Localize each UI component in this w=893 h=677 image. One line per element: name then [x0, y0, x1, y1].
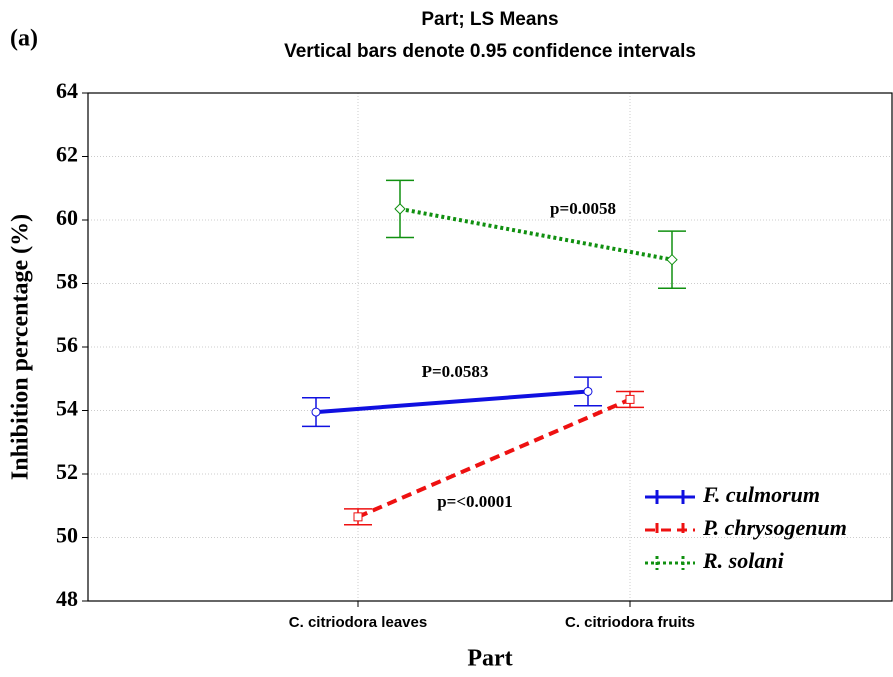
legend-symbol: [645, 556, 695, 570]
annotation: p=0.0058: [550, 199, 616, 218]
annotation: P=0.0583: [422, 362, 489, 381]
y-tick-label: 56: [56, 332, 78, 357]
series-line: [399, 206, 673, 262]
legend-symbol: [645, 523, 695, 537]
series-line: [315, 389, 589, 415]
y-tick-label: 64: [56, 78, 78, 103]
panel-label: (a): [10, 26, 38, 52]
y-tick-label: 50: [56, 523, 78, 548]
chart-subtitle: Vertical bars denote 0.95 confidence int…: [284, 41, 696, 62]
point: [583, 386, 593, 396]
y-axis-label: Inhibition percentage (%): [8, 214, 34, 480]
legend-label: P. chrysogenum: [702, 515, 847, 540]
series-line: [357, 397, 631, 519]
chart-title: Part; LS Means: [421, 9, 558, 30]
legend-label: R. solani: [702, 548, 785, 573]
y-tick-label: 54: [56, 396, 78, 421]
annotation: p=<0.0001: [437, 492, 513, 511]
plot-frame: [87, 92, 893, 602]
y-tick-label: 62: [56, 142, 78, 167]
point: [353, 512, 363, 522]
legend-symbol: [645, 490, 695, 504]
x-tick-label: C. citriodora fruits: [565, 614, 695, 631]
y-tick-label: 52: [56, 459, 78, 484]
y-tick-label: 48: [56, 586, 78, 611]
point: [311, 407, 321, 417]
point: [666, 253, 678, 266]
x-axis-label: Part: [467, 646, 512, 672]
point: [394, 203, 406, 215]
y-tick-label: 60: [56, 205, 78, 230]
y-tick-label: 58: [56, 269, 78, 294]
legend-label: F. culmorum: [702, 482, 820, 507]
x-tick-label: C. citriodora leaves: [289, 614, 427, 631]
point: [625, 394, 635, 404]
